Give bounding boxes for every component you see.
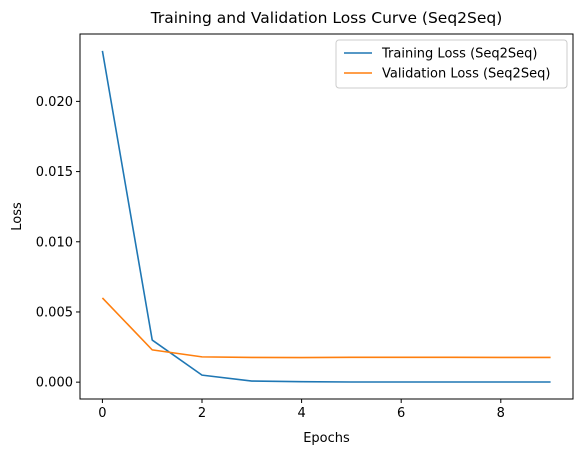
legend-label: Validation Loss (Seq2Seq) [382, 67, 550, 82]
y-tick-label: 0.005 [36, 305, 73, 320]
legend: Training Loss (Seq2Seq) Validation Loss (… [335, 39, 568, 89]
y-tick-label: 0.015 [36, 165, 73, 180]
x-tick-label: 6 [397, 406, 405, 421]
series-line-training-loss [101, 50, 551, 383]
y-tick-label: 0.010 [36, 235, 73, 250]
x-tick-label: 4 [297, 406, 305, 421]
x-axis-label: Epochs [303, 431, 350, 446]
legend-box [335, 39, 568, 89]
x-tick-label: 8 [497, 406, 505, 421]
legend-label: Training Loss (Seq2Seq) [381, 47, 538, 62]
y-axis-label: Loss [10, 202, 25, 231]
x-tick-label: 0 [98, 406, 106, 421]
plot-area-frame [79, 33, 574, 400]
x-tick-label: 2 [198, 406, 206, 421]
y-tick-label: 0.020 [36, 95, 73, 110]
y-tick-label: 0.000 [36, 376, 73, 391]
chart-title: Training and Validation Loss Curve (Seq2… [150, 9, 503, 27]
series-line-validation-loss [101, 297, 551, 359]
